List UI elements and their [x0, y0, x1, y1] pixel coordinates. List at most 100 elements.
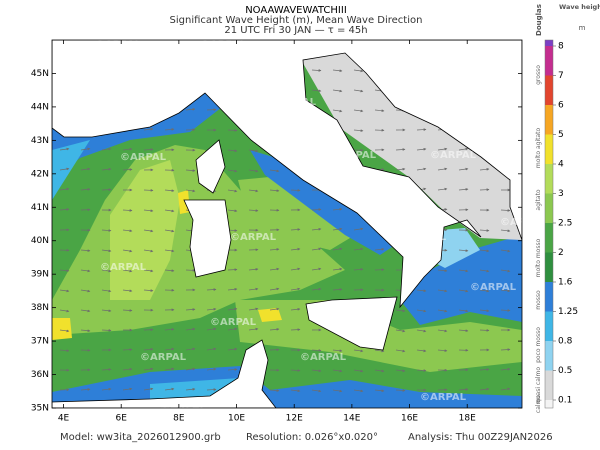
- arrow: [269, 307, 280, 311]
- arrow: [80, 289, 91, 293]
- x-tick-label: 10E: [228, 414, 245, 424]
- arrow: [185, 367, 196, 371]
- arrow: [332, 69, 343, 73]
- x-tick-label: 8E: [173, 414, 185, 424]
- arrow: [416, 147, 427, 151]
- watermark: ©ARPAL: [270, 97, 317, 108]
- arrow: [227, 189, 238, 193]
- wave-peak: [178, 190, 190, 214]
- arrow: [437, 147, 448, 151]
- arrow: [59, 167, 70, 171]
- arrow: [353, 369, 364, 373]
- arrow: [227, 149, 238, 153]
- subtitle: Significant Wave Height (m), Mean Wave D…: [170, 15, 423, 26]
- arrow: [332, 89, 343, 93]
- arrow: [59, 187, 70, 191]
- arrow: [311, 89, 322, 93]
- arrow: [479, 309, 490, 313]
- watermark: ©ARPAL: [210, 317, 257, 328]
- arrow: [101, 309, 112, 313]
- arrow: [395, 329, 406, 333]
- arrow: [227, 347, 238, 351]
- arrow: [143, 367, 154, 371]
- arrow: [101, 328, 112, 332]
- colorbar-bin: [545, 223, 553, 253]
- arrow: [248, 169, 259, 173]
- map-area: ©ARPAL ©ARPAL ©ARPAL ©ARPAL ©ARPAL ©ARPAL ©ARP…: [52, 40, 547, 413]
- arrow: [164, 128, 175, 131]
- arrow: [59, 289, 70, 293]
- arrow: [500, 309, 511, 312]
- arrow: [395, 309, 406, 313]
- colorbar-bin: [545, 252, 553, 282]
- arrow: [500, 367, 511, 371]
- colorbar-label: 1.6: [558, 278, 573, 288]
- y-tick-label: 42N: [31, 169, 49, 179]
- arrow: [164, 367, 175, 371]
- colorbar-label: 4: [558, 160, 564, 170]
- wave-peak: [52, 318, 72, 340]
- arrow: [437, 269, 448, 273]
- watermark: ©ARPAL: [160, 402, 207, 413]
- map-frame: [51, 39, 523, 409]
- arrow: [479, 269, 490, 273]
- colorbar-bin: [545, 370, 553, 400]
- arrow: [80, 147, 91, 151]
- arrow: [248, 307, 259, 311]
- footer-analysis: Analysis: Thu 00Z29JAN2026: [408, 432, 553, 443]
- arrow: [122, 209, 133, 212]
- arrow: [290, 389, 301, 393]
- arrow: [164, 229, 175, 233]
- arrow: [332, 369, 343, 373]
- unit-title: Wave height: [559, 3, 600, 11]
- colorbar-label: 0.1: [558, 396, 572, 406]
- x-tick-label: 6E: [115, 414, 127, 424]
- arrow: [59, 329, 70, 333]
- arrow: [437, 187, 448, 191]
- arrow: [206, 288, 217, 291]
- colorbar-label: 1.25: [558, 307, 578, 317]
- arrow: [143, 347, 154, 351]
- arrow: [479, 167, 490, 171]
- arrow: [206, 327, 217, 331]
- arrow: [290, 247, 301, 251]
- watermark: ©ARPAL: [500, 217, 547, 228]
- coastal-sea: [250, 150, 395, 255]
- arrow: [479, 229, 490, 232]
- arrow: [101, 249, 112, 253]
- arrow: [353, 89, 364, 93]
- arrow: [458, 309, 469, 313]
- colorbar-bin: [545, 40, 553, 46]
- arrow: [500, 269, 511, 273]
- sea-state: grosso: [535, 65, 542, 85]
- arrow: [416, 289, 427, 293]
- arrow: [227, 128, 238, 132]
- arrow: [206, 388, 217, 391]
- arrow: [437, 289, 448, 293]
- arrow: [143, 148, 154, 151]
- arrow: [458, 187, 469, 191]
- arrow: [290, 228, 301, 231]
- colorbar-label: 3: [558, 189, 564, 199]
- arrow: [332, 288, 343, 291]
- arrow: [80, 309, 91, 313]
- arrow: [479, 249, 490, 253]
- arrow: [437, 329, 448, 333]
- arrow: [185, 387, 196, 391]
- arrow: [80, 329, 91, 333]
- colorbar-label: 8: [558, 42, 564, 52]
- arrow: [500, 209, 511, 212]
- arrow: [290, 287, 301, 291]
- arrow: [395, 349, 406, 353]
- arrow: [458, 269, 469, 273]
- arrow: [290, 307, 301, 311]
- arrow: [143, 127, 154, 131]
- arrow: [185, 189, 196, 193]
- arrow: [290, 267, 301, 271]
- arrow: [374, 389, 385, 393]
- colorbar-bin: [545, 134, 553, 164]
- arrow: [122, 367, 133, 371]
- arrow: [500, 387, 511, 391]
- arrow: [122, 249, 133, 253]
- arrow: [311, 389, 322, 393]
